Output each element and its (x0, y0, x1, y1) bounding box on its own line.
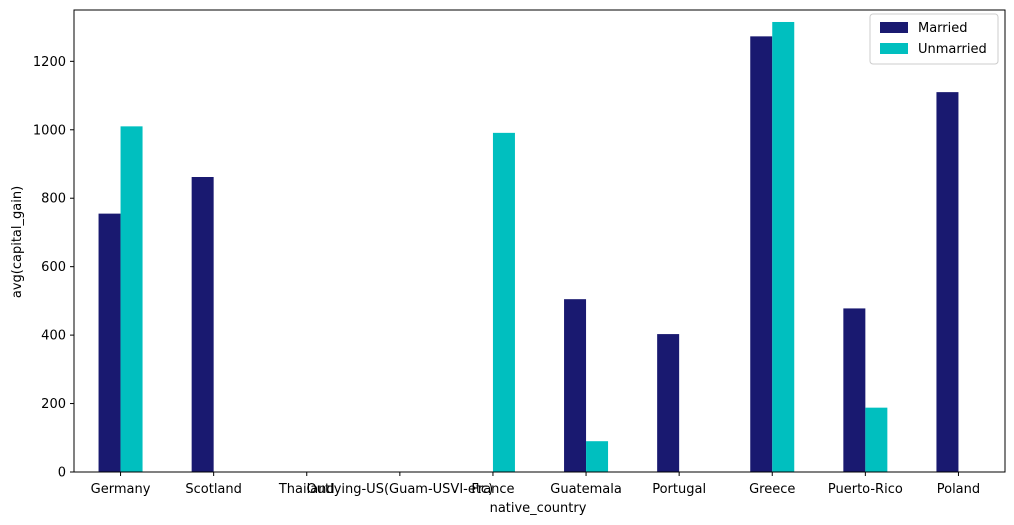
bar-unmarried-france (492, 132, 515, 472)
bar-unmarried-greece (772, 21, 795, 472)
legend-swatch-married (880, 22, 908, 33)
legend-swatch-unmarried (880, 43, 908, 54)
bar-married-puerto-rico (843, 308, 866, 472)
y-axis-label: avg(capital_gain) (10, 186, 25, 298)
x-tick-label: Poland (937, 482, 980, 497)
x-tick-label: Guatemala (550, 482, 622, 497)
x-tick-label: Puerto-Rico (828, 482, 903, 497)
bar-married-germany (98, 213, 121, 472)
x-tick-label: Greece (749, 482, 795, 497)
bar-unmarried-guatemala (586, 441, 609, 472)
x-axis-label: native_country (490, 501, 587, 516)
y-tick-label: 400 (41, 329, 66, 344)
y-tick-label: 600 (41, 260, 66, 275)
bar-married-greece (750, 36, 773, 473)
legend: Married Unmarried (869, 13, 999, 65)
bar-married-poland (936, 92, 959, 472)
x-tick-label: Germany (91, 482, 151, 497)
bar-unmarried-germany (120, 126, 143, 472)
plot-area: 0 200 400 600 800 1000 1200 Germany Scotland Thai… (33, 9, 1006, 497)
legend-label-unmarried: Unmarried (918, 42, 987, 57)
x-tick-label: Thailand (278, 482, 335, 497)
legend-label-married: Married (918, 21, 968, 36)
y-tick-label: 200 (41, 397, 66, 412)
axes-frame (73, 9, 1006, 473)
y-tick-label: 800 (41, 192, 66, 207)
bar-unmarried-puerto-rico (865, 407, 888, 472)
bar-married-guatemala (564, 299, 587, 472)
bar-married-scotland (191, 177, 214, 472)
x-tick-label: Portugal (652, 482, 706, 497)
y-tick-label: 0 (58, 466, 66, 481)
bar-married-portugal (657, 334, 680, 472)
x-tick-label: Scotland (185, 482, 242, 497)
y-tick-label: 1200 (33, 55, 66, 70)
y-tick-label: 1000 (33, 123, 66, 138)
x-tick-label: Outlying-US(Guam-USVI-etc) (307, 482, 494, 497)
x-tick-label: France (471, 482, 514, 497)
